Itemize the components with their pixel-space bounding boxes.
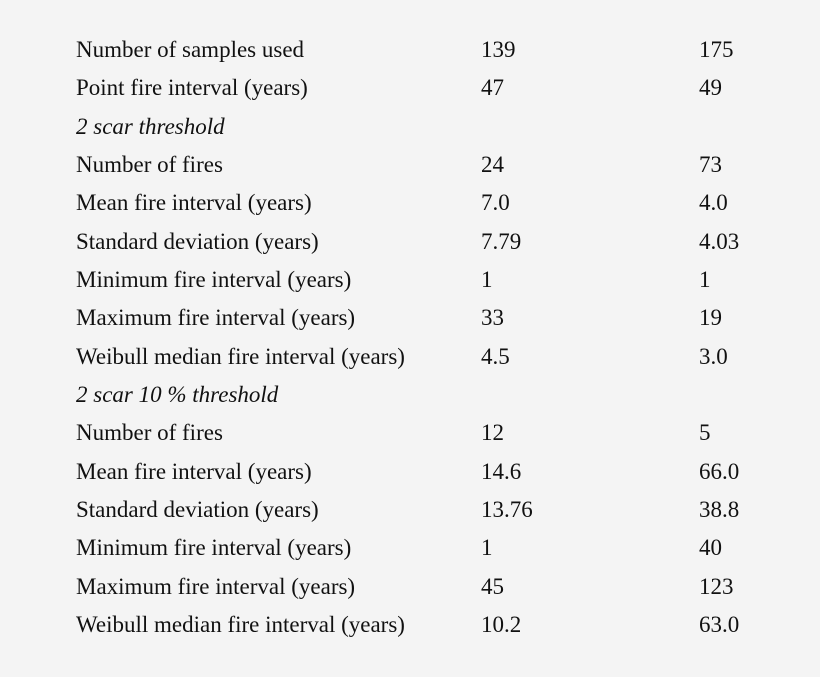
row-value-col1: 33 — [481, 305, 504, 331]
row-label: Maximum fire interval (years) — [76, 305, 356, 331]
section-heading-2-scar-threshold: 2 scar threshold — [76, 108, 776, 146]
table-row-samples-used: Number of samples used 139 175 — [76, 31, 776, 69]
row-label: Minimum fire interval (years) — [76, 535, 352, 561]
fire-interval-table: Number of samples used 139 175 Point fir… — [76, 31, 776, 645]
row-value-col1: 1 — [481, 535, 493, 561]
table-row-standard-deviation: Standard deviation (years) 13.76 38.8 — [76, 491, 776, 529]
table-row-point-fire-interval: Point fire interval (years) 47 49 — [76, 69, 776, 107]
section-label: 2 scar 10 % threshold — [76, 382, 279, 408]
row-value-col1: 7.79 — [481, 228, 522, 254]
table-row-weibull-median: Weibull median fire interval (years) 10.… — [76, 606, 776, 644]
table-row-mean-fire-interval: Mean fire interval (years) 7.0 4.0 — [76, 184, 776, 222]
row-label: Standard deviation (years) — [76, 228, 319, 254]
row-value-col1: 7.0 — [481, 190, 510, 216]
row-label: Number of fires — [76, 420, 223, 446]
row-label: Mean fire interval (years) — [76, 190, 312, 216]
row-value-col2: 49 — [699, 75, 722, 101]
row-value-col1: 24 — [481, 152, 504, 178]
section-heading-2-scar-10-percent-threshold: 2 scar 10 % threshold — [76, 376, 776, 414]
row-value-col2: 63.0 — [699, 612, 740, 638]
table-row-standard-deviation: Standard deviation (years) 7.79 4.03 — [76, 223, 776, 261]
table-row-maximum-fire-interval: Maximum fire interval (years) 33 19 — [76, 299, 776, 337]
table-row-number-of-fires: Number of fires 24 73 — [76, 146, 776, 184]
row-value-col2: 123 — [699, 573, 734, 599]
table-row-mean-fire-interval: Mean fire interval (years) 14.6 66.0 — [76, 453, 776, 491]
row-label: Minimum fire interval (years) — [76, 267, 352, 293]
row-value-col1: 13.76 — [481, 497, 533, 523]
row-label: Point fire interval (years) — [76, 75, 308, 101]
table-row-minimum-fire-interval: Minimum fire interval (years) 1 1 — [76, 261, 776, 299]
section-label: 2 scar threshold — [76, 113, 225, 139]
row-value-col2: 38.8 — [699, 497, 740, 523]
row-value-col2: 73 — [699, 152, 722, 178]
row-value-col2: 66.0 — [699, 458, 740, 484]
row-label: Mean fire interval (years) — [76, 458, 312, 484]
row-value-col2: 4.03 — [699, 228, 740, 254]
row-label: Weibull median fire interval (years) — [76, 612, 405, 638]
row-value-col2: 175 — [699, 37, 734, 62]
row-value-col1: 10.2 — [481, 612, 522, 638]
row-value-col1: 139 — [481, 37, 516, 62]
row-value-col1: 1 — [481, 267, 493, 293]
row-label: Standard deviation (years) — [76, 497, 319, 523]
row-value-col1: 47 — [481, 75, 504, 101]
row-value-col2: 19 — [699, 305, 722, 331]
row-value-col1: 4.5 — [481, 343, 510, 369]
table-row-maximum-fire-interval: Maximum fire interval (years) 45 123 — [76, 568, 776, 606]
row-value-col1: 14.6 — [481, 458, 522, 484]
row-label: Number of samples used — [76, 37, 305, 62]
row-value-col2: 4.0 — [699, 190, 728, 216]
row-value-col1: 45 — [481, 573, 504, 599]
row-value-col1: 12 — [481, 420, 504, 446]
table-row-weibull-median: Weibull median fire interval (years) 4.5… — [76, 338, 776, 376]
row-value-col2: 5 — [699, 420, 711, 446]
table-row-number-of-fires: Number of fires 12 5 — [76, 414, 776, 452]
row-value-col2: 1 — [699, 267, 711, 293]
table-row-minimum-fire-interval: Minimum fire interval (years) 1 40 — [76, 529, 776, 567]
row-label: Weibull median fire interval (years) — [76, 343, 405, 369]
row-label: Maximum fire interval (years) — [76, 573, 356, 599]
row-value-col2: 3.0 — [699, 343, 728, 369]
row-value-col2: 40 — [699, 535, 722, 561]
row-label: Number of fires — [76, 152, 223, 178]
